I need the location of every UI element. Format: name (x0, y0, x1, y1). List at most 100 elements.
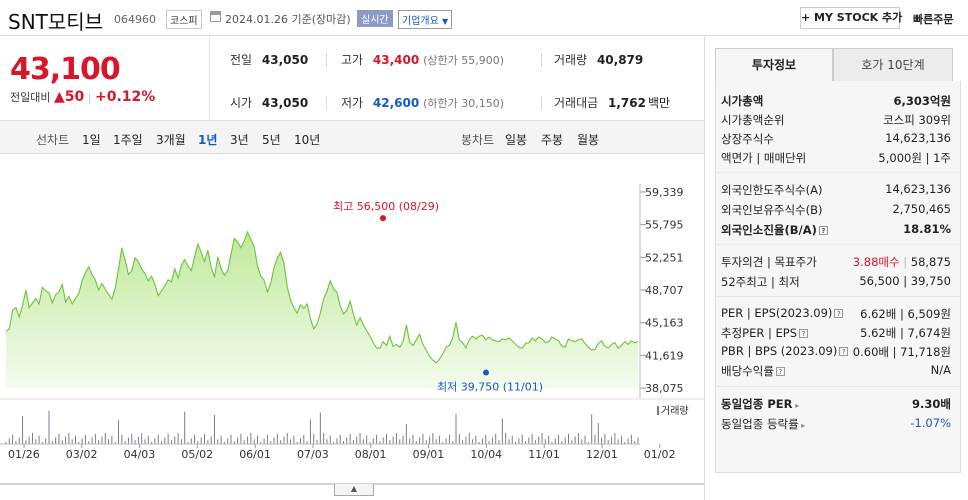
help-icon[interactable]: ? (834, 309, 844, 318)
y-tick-label: 52,251 (645, 251, 684, 264)
par-value: 5,000원 | 1주 (878, 151, 951, 165)
est-per-label: 추정PER | EPS (721, 326, 798, 340)
upper-limit: (상한가 55,900) (423, 54, 504, 67)
foreign-limit-label: 외국인한도주식수(A) (721, 183, 823, 197)
foreign-limit-row: 외국인한도주식수(A) 14,623,136 (721, 182, 951, 198)
per-row: PER | EPS(2023.09)? 6.62배 | 6,509원 (721, 306, 951, 321)
help-icon[interactable]: ? (775, 367, 785, 376)
amount-value: 1,762 (608, 96, 646, 110)
shares-label: 상장주식수 (721, 132, 774, 146)
high-value: 43,400 (372, 53, 420, 67)
tab-1d[interactable]: 1일 (82, 133, 101, 147)
x-tick-label: 08/01 (355, 448, 387, 461)
x-tick-label: 04/03 (124, 448, 156, 461)
collapse-toggle[interactable]: ▲ (334, 484, 374, 496)
high-label: 최고 56,500 (08/29) (333, 200, 439, 213)
high-label: 고가 (341, 53, 364, 67)
tab-daily-candle[interactable]: 일봉 (505, 133, 528, 147)
price-line (5, 230, 639, 364)
low-label: 저가 (341, 96, 364, 110)
opinion-value: 3.88매수 (852, 255, 900, 269)
pbr-row: PBR | BPS (2023.09)? 0.60배 | 71,718원 (721, 344, 951, 359)
low-value: 42,600 (372, 96, 420, 110)
industry-change-value: -1.07% (910, 416, 951, 430)
info-table (715, 81, 961, 473)
y-tick-label: 55,795 (645, 219, 684, 232)
industry-per-label: 동일업종 PER (721, 397, 793, 411)
calendar-icon (210, 11, 221, 22)
company-info-label: 기업개요 (402, 16, 439, 27)
market-cap-value: 6,303억원 (893, 94, 951, 108)
help-icon[interactable]: ? (799, 329, 809, 338)
investment-info-panel: 투자정보 호가 10단계 시가총액 6,303억원 시가총액순위 코스피 309위 … (704, 36, 968, 500)
line-chart-label: 선차트 (36, 133, 70, 147)
par-row: 액면가 | 매매단위 5,000원 | 1주 (721, 150, 951, 166)
my-stock-add-button[interactable]: + MY STOCK 추가 (800, 7, 902, 29)
quick-order-button[interactable]: 빠른주문 (913, 13, 954, 26)
foreign-ratio-row: 외국인소진율(B/A)? 18.81% (721, 222, 951, 238)
volume-legend: 거래량 (661, 405, 689, 417)
par-label: 액면가 | 매매단위 (721, 151, 807, 165)
dividend-label: 배당수익률 (721, 364, 774, 378)
low-label: 최저 39,750 (11/01) (437, 381, 543, 394)
tab-3m[interactable]: 3개월 (156, 133, 186, 147)
divider (715, 386, 961, 387)
price-area (6, 232, 638, 388)
tab-orderbook[interactable]: 호가 10단계 (833, 48, 953, 82)
tab-10y[interactable]: 10년 (294, 133, 321, 147)
chart-period-tabs: 선차트 1일 1주일 3개월 1년 3년 5년 10년 봉차트 일봉 주봉 월봉 (0, 120, 704, 154)
tab-1y[interactable]: 1년 (198, 133, 218, 147)
foreign-limit-value: 14,623,136 (885, 182, 951, 196)
tab-monthly-candle[interactable]: 월봉 (577, 133, 600, 147)
industry-change-row: 동일업종 등락률 ▸ -1.07% (721, 416, 951, 432)
pbr-label: PBR | BPS (2023.09) (721, 344, 838, 358)
foreign-hold-value: 2,750,465 (892, 202, 951, 216)
high-marker (380, 215, 386, 222)
dividend-row: 배당수익률? N/A (721, 363, 951, 379)
foreign-ratio-value: 18.81% (903, 222, 951, 236)
change-row: 전일대비 ▲50 | +0.12% (10, 89, 156, 105)
prev-close-value: 43,050 (261, 53, 309, 67)
opinion-row: 투자의견 | 목표주가 3.88매수 | 58,875 (721, 255, 951, 269)
help-icon[interactable]: ? (818, 226, 828, 235)
week52-value: 56,500 | 39,750 (859, 274, 951, 288)
shares-value: 14,623,136 (885, 131, 951, 145)
quote-grid: 전일 43,050 고가 43,400 (상한가 55,900) 거래량 40,… (211, 36, 704, 120)
industry-per-row: 동일업종 PER ▸ 9.30배 (721, 396, 951, 412)
price-chart[interactable]: 59,339 55,795 52,251 48,707 45,163 41,619 38,0… (0, 155, 704, 500)
volume-label: 거래량 (554, 53, 588, 67)
x-tick-label: 05/02 (181, 448, 213, 461)
help-icon[interactable]: ? (839, 347, 849, 356)
target-price-value: 58,875 (910, 255, 951, 269)
foreign-hold-label: 외국인보유주식수(B) (721, 203, 823, 217)
change-label: 전일대비 (10, 91, 51, 104)
industry-per-value: 9.30배 (912, 397, 951, 411)
current-price: 43,100 (10, 52, 121, 87)
x-tick-label: 10/04 (470, 448, 502, 461)
open-value: 43,050 (261, 96, 309, 110)
low-marker (483, 369, 489, 376)
divider (715, 172, 961, 173)
foreign-hold-row: 외국인보유주식수(B) 2,750,465 (721, 202, 951, 218)
opinion-label: 투자의견 | 목표주가 (721, 255, 817, 269)
tab-5y[interactable]: 5년 (262, 133, 281, 147)
volume-value: 40,879 (596, 53, 644, 67)
company-info-dropdown[interactable]: 기업개요 ▼ (398, 10, 453, 29)
tab-1w[interactable]: 1주일 (113, 133, 143, 147)
week52-label: 52주최고 | 최저 (721, 275, 800, 289)
current-price-box: 43,100 전일대비 ▲50 | +0.12% (0, 36, 210, 119)
tab-invest-info[interactable]: 투자정보 (715, 48, 833, 82)
market-cap-rank-label: 시가총액순위 (721, 113, 785, 127)
open-label: 시가 (230, 96, 253, 110)
tab-3y[interactable]: 3년 (230, 133, 249, 147)
stock-name: SNT모티브 (8, 10, 104, 34)
x-tick-label: 07/03 (297, 448, 329, 461)
stock-code: 064960 (114, 13, 156, 26)
realtime-badge[interactable]: 실시간 (357, 10, 393, 27)
divider (715, 244, 961, 245)
candle-chart-label: 봉차트 (461, 133, 495, 147)
tab-weekly-candle[interactable]: 주봉 (541, 133, 564, 147)
lower-limit: (하한가 30,150) (423, 97, 504, 110)
market-cap-rank-value: 코스피 309위 (883, 113, 951, 127)
dividend-value: N/A (930, 363, 951, 377)
